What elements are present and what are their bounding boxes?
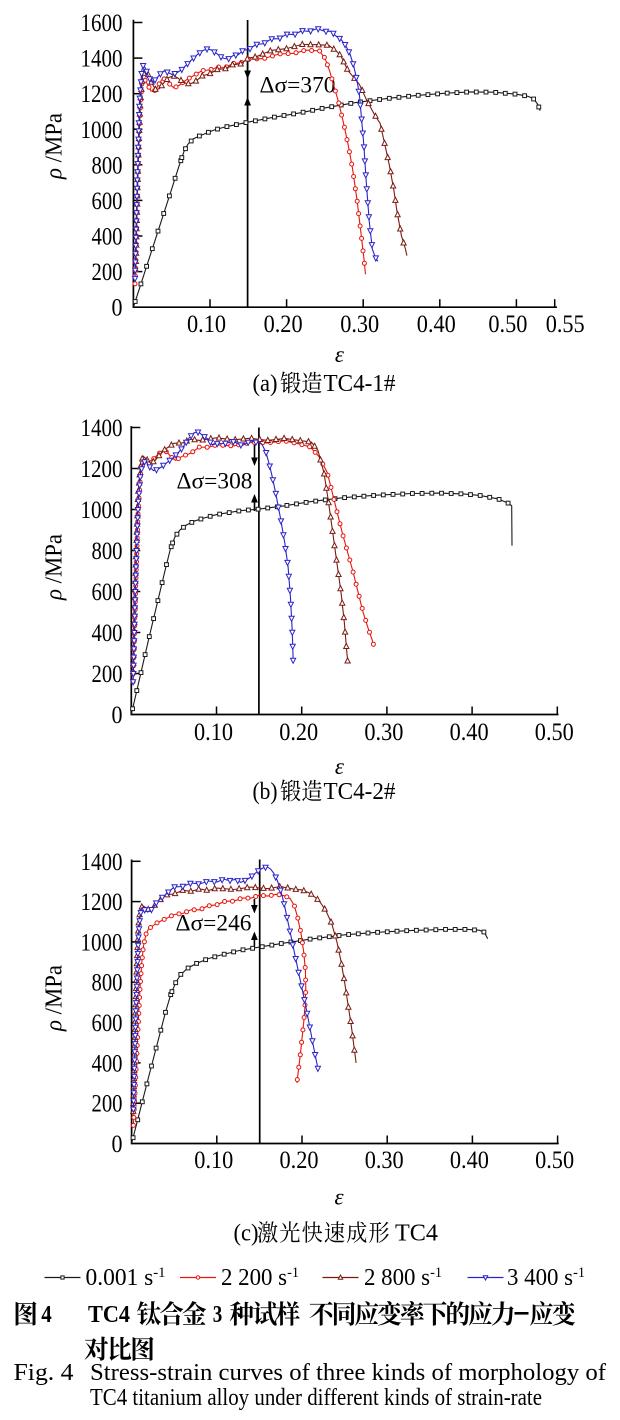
svg-text:2 200 s-1: 2 200 s-1 <box>221 1265 299 1291</box>
svg-text:0.40: 0.40 <box>450 719 489 746</box>
svg-text:0.30: 0.30 <box>364 719 403 746</box>
svg-text:Δσ=246: Δσ=246 <box>176 911 252 936</box>
svg-text:2 800 s-1: 2 800 s-1 <box>364 1265 442 1291</box>
svg-text:0.50: 0.50 <box>535 719 574 746</box>
svg-text:0.40: 0.40 <box>417 311 456 338</box>
svg-text:0: 0 <box>112 295 123 322</box>
svg-text:ε: ε <box>335 342 345 367</box>
svg-text:1200: 1200 <box>81 81 123 108</box>
svg-text:1400: 1400 <box>81 415 123 442</box>
svg-text:800: 800 <box>92 538 123 565</box>
svg-text:400: 400 <box>92 1050 123 1077</box>
svg-text:4: 4 <box>41 1302 52 1328</box>
svg-text:ρ /MPa: ρ /MPa <box>42 113 68 180</box>
svg-text:0.50: 0.50 <box>488 311 527 338</box>
svg-text:1600: 1600 <box>81 10 123 37</box>
svg-text:0.55: 0.55 <box>546 311 585 338</box>
svg-text:0.30: 0.30 <box>340 311 379 338</box>
svg-text:3 400 s-1: 3 400 s-1 <box>507 1265 585 1291</box>
svg-text:600: 600 <box>92 579 123 606</box>
svg-text:600: 600 <box>92 1010 123 1037</box>
svg-text:(c): (c) <box>234 1221 259 1247</box>
svg-text:0.20: 0.20 <box>280 1147 319 1174</box>
svg-text:0.50: 0.50 <box>535 1147 574 1174</box>
svg-text:1000: 1000 <box>81 117 123 144</box>
svg-text:0: 0 <box>112 1131 123 1158</box>
svg-text:Fig. 4: Fig. 4 <box>14 1360 74 1386</box>
svg-text:600: 600 <box>92 188 123 215</box>
svg-text:3: 3 <box>213 1302 223 1328</box>
svg-text:400: 400 <box>92 620 123 647</box>
svg-text:1200: 1200 <box>81 889 123 916</box>
svg-text:0.001 s-1: 0.001 s-1 <box>86 1265 166 1291</box>
svg-text:TC4-1#: TC4-1# <box>324 371 396 397</box>
svg-text:Stress-strain curves of three: Stress-strain curves of three kinds of m… <box>90 1360 606 1386</box>
svg-text:0.10: 0.10 <box>194 719 233 746</box>
svg-text:1400: 1400 <box>81 849 123 876</box>
svg-text:0.30: 0.30 <box>365 1147 404 1174</box>
svg-text:TC4-2#: TC4-2# <box>324 779 396 805</box>
svg-text:(b): (b) <box>253 779 278 805</box>
svg-text:ρ /MPa: ρ /MPa <box>42 534 68 601</box>
svg-text:Δσ=370: Δσ=370 <box>260 73 336 98</box>
svg-text:400: 400 <box>92 224 123 251</box>
svg-text:ρ /MPa: ρ /MPa <box>42 965 68 1032</box>
svg-text:0: 0 <box>112 702 123 729</box>
svg-text:TC4: TC4 <box>88 1302 130 1328</box>
svg-text:1200: 1200 <box>81 456 123 483</box>
svg-text:1400: 1400 <box>81 46 123 73</box>
svg-text:TC4 titanium alloy under diffe: TC4 titanium alloy under different kinds… <box>90 1385 542 1411</box>
svg-text:ε: ε <box>335 754 345 779</box>
svg-text:TC4: TC4 <box>395 1221 438 1247</box>
svg-text:200: 200 <box>92 259 123 286</box>
svg-text:800: 800 <box>92 152 123 179</box>
svg-text:0.20: 0.20 <box>279 719 318 746</box>
svg-text:(a): (a) <box>253 371 278 397</box>
svg-text:0.40: 0.40 <box>450 1147 489 1174</box>
svg-text:1000: 1000 <box>81 929 123 956</box>
svg-text:0.10: 0.10 <box>187 311 226 338</box>
svg-text:ε: ε <box>334 1185 344 1210</box>
svg-text:0.10: 0.10 <box>194 1147 233 1174</box>
svg-text:1000: 1000 <box>81 497 123 524</box>
svg-text:0.20: 0.20 <box>264 311 303 338</box>
svg-text:200: 200 <box>92 661 123 688</box>
svg-text:800: 800 <box>92 970 123 997</box>
svg-text:Δσ=308: Δσ=308 <box>177 469 253 494</box>
svg-text:200: 200 <box>92 1091 123 1118</box>
